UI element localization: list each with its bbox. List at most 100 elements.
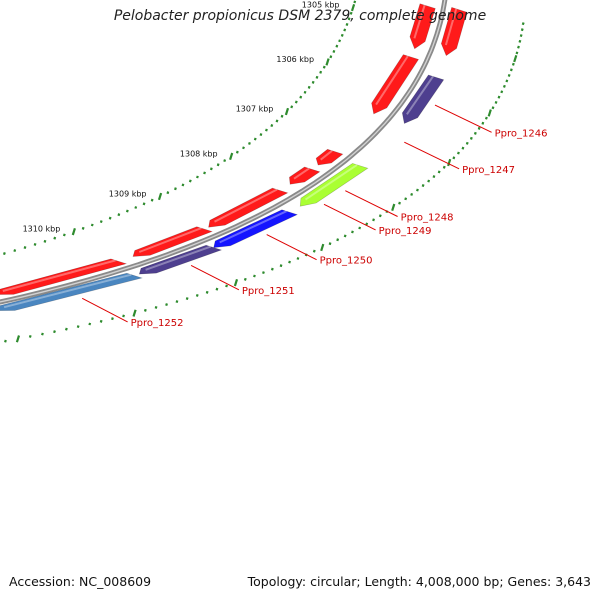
gene-label: Ppro_1246 <box>495 128 548 139</box>
outer-tick-mark <box>303 90 307 94</box>
outer-tick-mark <box>253 137 257 141</box>
inner-tick-mark <box>185 297 189 301</box>
outer-tick-mark <box>325 58 330 66</box>
outer-tick-mark <box>284 107 290 116</box>
inner-tick-mark <box>76 325 80 329</box>
inner-tick-mark <box>343 234 347 238</box>
inner-tick-mark <box>511 62 515 66</box>
outer-tick-mark <box>259 133 263 137</box>
inner-tick-mark <box>215 287 219 291</box>
inner-tick-mark <box>421 184 425 188</box>
inner-tick-mark <box>521 22 525 26</box>
gene-arrow-highlight <box>444 8 458 46</box>
tick-layer: 1305 kbp 1306 kbp 1307 kbp 1308 kbp 1309 kbp… <box>2 0 525 343</box>
inner-tick-mark <box>500 90 504 94</box>
inner-tick-mark <box>243 277 247 281</box>
outer-tick-mark <box>229 152 234 161</box>
outer-tick-mark <box>142 202 146 206</box>
inner-tick-mark <box>509 68 513 72</box>
inner-tick-mark <box>519 34 523 38</box>
gene-arrow <box>315 148 344 166</box>
inner-tick-mark <box>165 303 168 307</box>
inner-tick-mark <box>336 238 340 242</box>
inner-tick-mark <box>497 95 501 99</box>
inner-tick-mark <box>288 260 291 264</box>
gene-label-leader <box>345 190 398 217</box>
outer-tick-mark <box>99 220 103 224</box>
outer-tick-mark <box>275 119 279 123</box>
kbp-tick-label: 1306 kbp <box>276 55 314 64</box>
outer-tick-mark <box>270 124 274 128</box>
inner-tick-mark <box>487 109 492 117</box>
gene-label-leader <box>266 234 317 261</box>
genome-backbone <box>0 0 448 305</box>
inner-tick-mark <box>372 218 375 222</box>
gene-arrow <box>440 7 468 57</box>
outer-tick-mark <box>23 246 27 250</box>
gene-arrow-highlight <box>3 273 132 309</box>
inner-tick-mark <box>437 170 441 174</box>
outer-tick-mark <box>294 100 298 104</box>
inner-tick-mark <box>132 309 137 317</box>
inner-tick-mark <box>491 106 495 110</box>
outer-tick-mark <box>322 65 326 69</box>
inner-tick-mark <box>513 54 518 63</box>
inner-tick-mark <box>279 264 283 268</box>
gene-arrow-highlight <box>375 55 409 106</box>
inner-tick-mark <box>270 267 274 271</box>
inner-tick-mark <box>253 274 256 278</box>
outer-tick-mark <box>209 167 213 171</box>
outer-tick-mark <box>280 114 284 118</box>
outer-tick-mark <box>2 252 6 256</box>
outer-tick-mark <box>290 105 294 109</box>
inner-tick-mark <box>404 197 408 201</box>
gene-arrow-highlight <box>406 75 434 115</box>
inner-tick-mark <box>515 51 519 55</box>
outer-tick-mark <box>299 95 303 99</box>
inner-tick-mark <box>494 100 498 104</box>
outer-tick-mark <box>81 226 85 230</box>
inner-tick-mark <box>175 300 179 304</box>
genome-summary-text: Topology: circular; Length: 4,008,000 bp… <box>247 574 591 589</box>
outer-tick-mark <box>335 44 339 48</box>
outer-tick-mark <box>340 33 344 37</box>
outer-tick-mark <box>265 128 268 132</box>
inner-tick-mark <box>517 45 520 49</box>
outer-tick-mark <box>108 216 112 220</box>
outer-tick-mark <box>181 183 185 187</box>
gene-label-leader <box>404 141 460 170</box>
gene-arrow-highlight <box>293 167 310 180</box>
inner-tick-mark <box>195 293 199 297</box>
gene-label: Ppro_1252 <box>131 318 184 329</box>
outer-tick-mark <box>196 175 199 179</box>
inner-tick-mark <box>457 151 460 155</box>
inner-tick-mark <box>378 214 382 218</box>
gene-arrow <box>409 3 436 50</box>
outer-tick-mark <box>338 39 342 43</box>
gene-arrow <box>208 187 289 228</box>
outer-tick-mark <box>134 206 138 209</box>
label-layer: Ppro_1246 Ppro_1247 Ppro_1248 Ppro_1249 Ppro… <box>81 104 548 329</box>
inner-tick-mark <box>225 284 228 288</box>
inner-tick-mark <box>505 79 509 83</box>
inner-tick-mark <box>312 249 316 253</box>
gene-label: Ppro_1247 <box>462 165 515 176</box>
outer-tick-mark <box>203 171 206 175</box>
inner-tick-mark <box>64 327 68 331</box>
inner-tick-mark <box>398 201 401 205</box>
outer-tick-mark <box>43 239 47 243</box>
inner-tick-mark <box>391 203 396 212</box>
kbp-tick-label: 1308 kbp <box>180 149 218 158</box>
outer-tick-mark <box>216 163 220 167</box>
inner-tick-mark <box>351 230 354 234</box>
inner-tick-mark <box>447 158 452 167</box>
gene-label: Ppro_1251 <box>242 286 295 297</box>
gene-arrow <box>289 166 321 185</box>
outer-tick-mark <box>90 223 94 227</box>
inner-tick-mark <box>88 322 92 326</box>
kbp-tick-label: 1310 kbp <box>23 225 61 234</box>
gene-label: Ppro_1250 <box>320 256 373 267</box>
outer-tick-mark <box>350 3 356 12</box>
inner-tick-mark <box>484 116 488 120</box>
